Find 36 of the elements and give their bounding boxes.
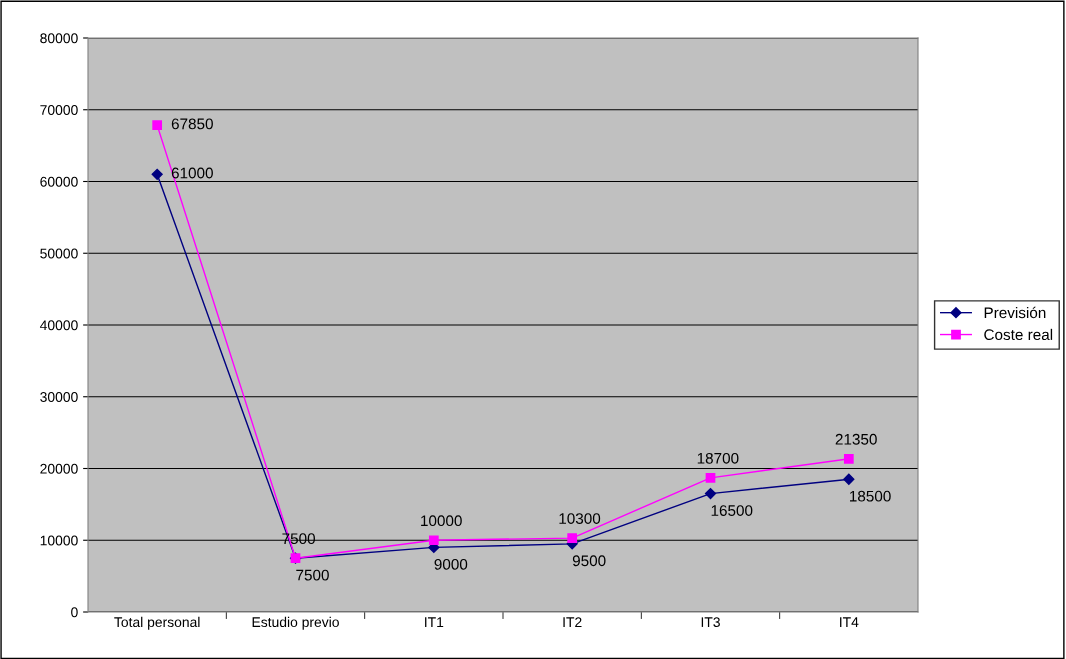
data-label: 10300 bbox=[559, 513, 601, 524]
data-label: 61000 bbox=[171, 167, 213, 179]
legend-label: Coste real bbox=[984, 328, 1053, 341]
point bbox=[705, 472, 716, 483]
y-tick-label: 20000 bbox=[40, 463, 78, 474]
data-label: 9500 bbox=[572, 555, 606, 567]
data-label: 16500 bbox=[711, 505, 753, 516]
y-tick-label: 80000 bbox=[40, 33, 78, 44]
legend-label: Previsión bbox=[984, 306, 1046, 319]
y-tick-label: 30000 bbox=[40, 392, 78, 402]
y-tick-label: 50000 bbox=[40, 248, 78, 259]
point bbox=[704, 488, 717, 500]
point bbox=[428, 535, 439, 546]
data-label: 9000 bbox=[434, 558, 468, 570]
y-tick-label: 60000 bbox=[40, 176, 78, 187]
point bbox=[567, 533, 578, 543]
y-tick-label: 0 bbox=[71, 607, 78, 618]
data-label: 18500 bbox=[850, 490, 891, 502]
x-tick-label: Estudio previo bbox=[252, 616, 339, 630]
data-label: 18700 bbox=[697, 452, 739, 464]
point bbox=[843, 473, 855, 485]
point bbox=[152, 120, 163, 131]
data-label: 7500 bbox=[296, 569, 329, 581]
point bbox=[843, 453, 854, 464]
y-tick-label: 40000 bbox=[39, 320, 78, 331]
data-label: 21350 bbox=[835, 433, 877, 445]
data-label: 10000 bbox=[421, 515, 462, 527]
point bbox=[151, 168, 163, 180]
data-label: 67850 bbox=[171, 118, 213, 130]
y-tick-label: 70000 bbox=[40, 105, 78, 115]
x-tick-label: IT3 bbox=[701, 617, 720, 628]
x-tick-label: IT1 bbox=[425, 617, 444, 627]
y-tick-label: 10000 bbox=[40, 535, 78, 546]
x-tick-label: IT2 bbox=[563, 617, 582, 627]
x-tick-label: IT4 bbox=[840, 617, 859, 627]
x-tick-label: Total personal bbox=[114, 616, 200, 630]
